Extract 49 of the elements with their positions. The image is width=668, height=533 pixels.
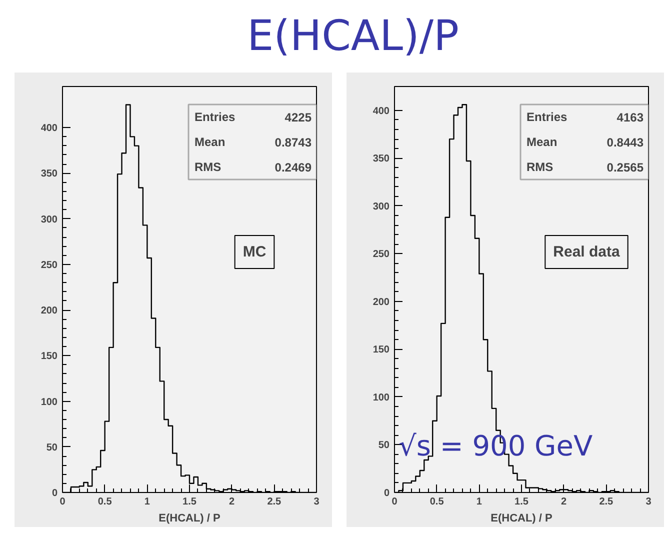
y-tick-label: 400 xyxy=(372,106,390,117)
x-tick-label: 1 xyxy=(476,496,482,508)
y-tick-label: 50 xyxy=(378,440,390,452)
annotation: Mean xyxy=(194,135,226,149)
y-tick-label: 0 xyxy=(384,488,390,499)
chart-title: E(HCAL)/P xyxy=(247,10,459,62)
y-tick-label: 100 xyxy=(40,396,58,408)
x-tick-label: 1.5 xyxy=(182,496,197,508)
x-tick-label: 2.5 xyxy=(267,496,282,508)
y-tick-label: 0 xyxy=(52,488,58,499)
annotation: Mean xyxy=(526,135,558,149)
annotation: 0.8743 xyxy=(274,136,312,150)
x-axis-title: E(HCAL) / P xyxy=(158,512,220,524)
y-tick-label: 150 xyxy=(40,351,58,362)
y-tick-label: 150 xyxy=(372,344,390,356)
x-tick-label: 1.5 xyxy=(514,496,529,508)
y-tick-label: 250 xyxy=(372,249,390,260)
y-tick-label: 400 xyxy=(40,123,58,134)
annotation: 0.2565 xyxy=(606,160,644,174)
x-tick-label: 1 xyxy=(144,496,150,508)
y-tick-label: 300 xyxy=(40,214,58,226)
annotation: Real data xyxy=(553,243,621,260)
annotation: RMS xyxy=(194,160,222,174)
x-tick-label: 3 xyxy=(646,496,652,508)
y-tick-label: 200 xyxy=(40,306,58,317)
x-tick-label: 0.5 xyxy=(430,496,444,508)
x-tick-label: 0.5 xyxy=(98,496,112,508)
annotation: 4163 xyxy=(616,110,644,124)
annotation: RMS xyxy=(526,160,554,174)
annotation: 0.8443 xyxy=(606,136,644,150)
y-tick-label: 250 xyxy=(40,260,58,271)
annotation: MC xyxy=(242,243,266,260)
y-tick-label: 350 xyxy=(40,168,58,180)
y-tick-label: 200 xyxy=(372,296,390,308)
x-tick-label: 0 xyxy=(392,496,398,508)
x-tick-label: 3 xyxy=(314,496,320,508)
x-tick-label: 2.5 xyxy=(599,496,614,508)
x-tick-label: 2 xyxy=(561,496,568,508)
annotation: Entries xyxy=(194,110,236,124)
y-tick-label: 100 xyxy=(372,392,390,404)
y-tick-label: 300 xyxy=(372,201,390,212)
x-tick-label: 0 xyxy=(60,496,66,508)
x-axis-title: E(HCAL) / P xyxy=(490,512,552,524)
annotation: Entries xyxy=(526,110,568,124)
x-tick-label: 2 xyxy=(229,496,236,508)
annotation: 4225 xyxy=(284,110,312,124)
y-tick-label: 350 xyxy=(372,154,390,165)
annotation: 0.2469 xyxy=(274,160,312,174)
y-tick-label: 50 xyxy=(46,442,58,454)
